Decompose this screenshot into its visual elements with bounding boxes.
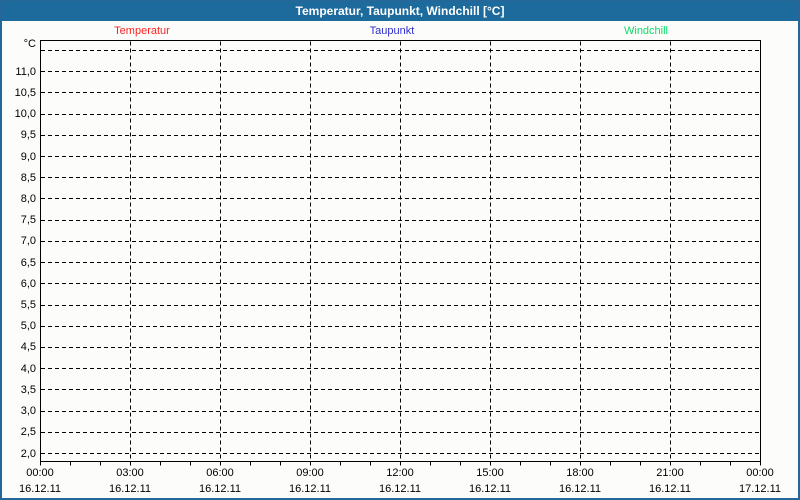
y-tick-label: 7,5 (20, 214, 36, 226)
y-tick-label: 10,5 (14, 87, 36, 99)
x-date-label: 16.12.11 (108, 483, 151, 495)
x-date-label: 17.12.11 (738, 483, 781, 495)
y-axis-unit-label: °C (23, 38, 36, 50)
plot-border (40, 40, 761, 462)
y-tick-label: 6,0 (20, 278, 36, 290)
y-tick-label: 11,0 (15, 66, 36, 78)
x-time-label: 15:00 (476, 467, 504, 479)
x-date-label: 16.12.11 (288, 483, 331, 495)
y-tick-label: 5,0 (20, 320, 36, 332)
y-tick-label: 4,0 (20, 363, 36, 375)
x-date-label: 16.12.11 (468, 483, 511, 495)
x-date-label: 16.12.11 (18, 483, 61, 495)
legend-item-taupunkt: Taupunkt (369, 25, 415, 37)
x-date-label: 16.12.11 (648, 483, 691, 495)
y-tick-label: 10,0 (14, 108, 36, 120)
x-time-label: 21:00 (656, 467, 684, 479)
x-date-label: 16.12.11 (198, 483, 241, 495)
y-tick-label: 9,5 (20, 129, 36, 141)
x-time-label: 09:00 (296, 467, 324, 479)
x-time-label: 00:00 (26, 467, 54, 479)
x-time-label: 03:00 (116, 467, 144, 479)
y-tick-label: 6,5 (20, 257, 36, 269)
y-tick-label: 5,5 (20, 299, 36, 311)
y-tick-label: 2,0 (20, 448, 36, 460)
chart-title-bar: Temperatur, Taupunkt, Windchill [°C] (0, 0, 800, 21)
chart-title: Temperatur, Taupunkt, Windchill [°C] (295, 3, 505, 18)
y-tick-label: 3,0 (20, 405, 36, 417)
legend-item-temperatur: Temperatur (114, 25, 170, 37)
x-time-label: 18:00 (566, 467, 594, 479)
x-time-label: 06:00 (206, 467, 234, 479)
x-time-label: 00:00 (746, 467, 774, 479)
x-date-label: 16.12.11 (378, 483, 421, 495)
y-tick-label: 7,0 (20, 235, 36, 247)
y-tick-label: 8,0 (20, 193, 36, 205)
legend-item-windchill: Windchill (623, 25, 669, 37)
y-tick-label: 4,5 (20, 341, 36, 353)
y-tick-label: 8,5 (20, 172, 36, 184)
y-tick-label: 2,5 (20, 426, 36, 438)
y-tick-label: 3,5 (20, 384, 36, 396)
y-tick-label: 9,0 (20, 151, 36, 163)
x-date-label: 16.12.11 (558, 483, 601, 495)
x-time-label: 12:00 (386, 467, 414, 479)
